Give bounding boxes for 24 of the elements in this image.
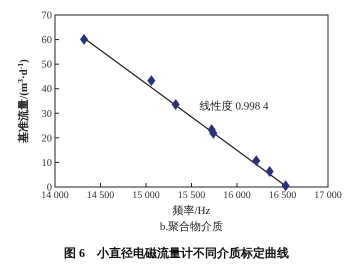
x-axis-title: 频率/Hz <box>172 204 211 217</box>
point <box>80 34 88 45</box>
point <box>266 166 274 178</box>
y-tick-label: 50 <box>42 60 52 71</box>
x-tick-label: 14 000 <box>41 190 69 201</box>
text: b.聚合物介质 <box>160 220 224 233</box>
x-tick-label: 16 500 <box>268 190 296 201</box>
annotation: 线性度 0.998 4 <box>200 100 269 113</box>
point <box>282 180 290 192</box>
y-tick-label: 70 <box>42 10 52 22</box>
y-tick-label: 10 <box>42 158 52 169</box>
text: 图 6 小直径电磁流量计不同介质标定曲线 <box>64 246 289 260</box>
x-tick-label: 17 000 <box>314 190 342 201</box>
point <box>147 75 156 86</box>
point <box>172 98 180 110</box>
y-tick-label: 40 <box>42 84 52 96</box>
y-tick-label: 30 <box>42 108 52 120</box>
x-tick-label: 15 000 <box>132 190 160 201</box>
x-tick-label: 14 500 <box>86 190 114 201</box>
x-tick-label: 16 000 <box>223 190 251 201</box>
y-tick-label: 20 <box>42 133 52 144</box>
x-tick-label: 15 500 <box>178 190 206 201</box>
y-tick-label: 60 <box>42 35 52 46</box>
point <box>252 155 260 166</box>
